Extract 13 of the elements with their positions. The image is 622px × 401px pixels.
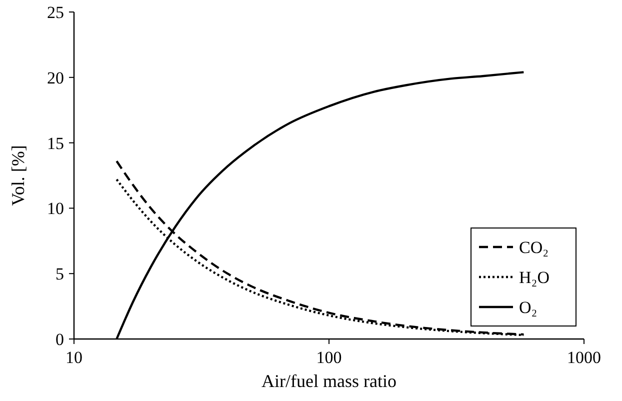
x-tick-label: 1000 (567, 348, 601, 367)
y-tick-label: 15 (47, 134, 64, 153)
legend-label: CO₂ (519, 238, 549, 257)
legend-label: H₂O (519, 268, 550, 287)
y-tick-label: 10 (47, 199, 64, 218)
x-axis-title: Air/fuel mass ratio (262, 371, 396, 391)
y-tick-label: 0 (56, 330, 64, 349)
y-tick-label: 25 (47, 2, 64, 22)
y-tick-label: 20 (47, 68, 64, 88)
y-tick-label: 5 (56, 264, 64, 284)
legend-label: O₂ (519, 298, 538, 317)
x-tick-label: 100 (316, 348, 342, 367)
y-axis-title: Vol. [%] (8, 145, 28, 206)
